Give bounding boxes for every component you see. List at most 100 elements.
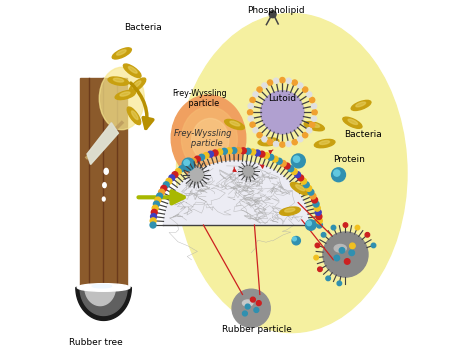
Circle shape — [267, 80, 272, 85]
Circle shape — [317, 222, 322, 228]
Circle shape — [155, 197, 161, 203]
Ellipse shape — [356, 102, 366, 107]
Circle shape — [179, 166, 185, 172]
Ellipse shape — [242, 300, 253, 306]
Ellipse shape — [280, 207, 300, 215]
Circle shape — [311, 104, 317, 108]
Ellipse shape — [225, 119, 244, 130]
Circle shape — [334, 255, 340, 261]
Circle shape — [310, 97, 315, 103]
Circle shape — [318, 267, 322, 272]
Ellipse shape — [103, 183, 106, 188]
Circle shape — [333, 170, 340, 176]
Circle shape — [259, 151, 265, 157]
Circle shape — [250, 149, 256, 155]
Circle shape — [280, 161, 286, 167]
Circle shape — [268, 154, 274, 160]
Ellipse shape — [351, 100, 371, 111]
Ellipse shape — [133, 81, 141, 88]
Circle shape — [331, 225, 336, 230]
Circle shape — [161, 186, 166, 191]
Polygon shape — [85, 287, 115, 306]
Circle shape — [291, 169, 297, 175]
Circle shape — [311, 116, 317, 121]
Circle shape — [253, 92, 258, 97]
Circle shape — [217, 149, 223, 155]
Circle shape — [315, 209, 321, 215]
Circle shape — [190, 158, 196, 164]
Circle shape — [242, 311, 247, 316]
Circle shape — [254, 308, 259, 313]
Circle shape — [262, 136, 267, 142]
Circle shape — [343, 223, 348, 227]
Ellipse shape — [102, 197, 105, 201]
Circle shape — [248, 116, 253, 121]
Circle shape — [221, 148, 227, 154]
Ellipse shape — [108, 77, 129, 85]
Circle shape — [349, 250, 355, 255]
Text: Bacteria: Bacteria — [124, 23, 161, 32]
Polygon shape — [163, 161, 309, 225]
Circle shape — [355, 225, 360, 230]
FancyBboxPatch shape — [80, 78, 127, 286]
Ellipse shape — [176, 14, 407, 332]
Ellipse shape — [104, 168, 108, 174]
Circle shape — [306, 186, 311, 191]
Circle shape — [286, 141, 291, 147]
Circle shape — [321, 232, 326, 237]
Text: Lutoid: Lutoid — [268, 94, 296, 103]
Polygon shape — [87, 123, 118, 164]
Ellipse shape — [123, 64, 141, 77]
Circle shape — [315, 243, 320, 248]
Circle shape — [231, 148, 237, 154]
Circle shape — [257, 301, 261, 306]
Circle shape — [226, 148, 232, 154]
Ellipse shape — [343, 117, 362, 128]
Circle shape — [151, 209, 157, 215]
Ellipse shape — [112, 48, 131, 59]
Ellipse shape — [113, 78, 124, 82]
Ellipse shape — [120, 92, 130, 96]
Ellipse shape — [263, 139, 273, 142]
Circle shape — [159, 189, 165, 195]
Circle shape — [172, 172, 178, 177]
Ellipse shape — [127, 107, 141, 125]
Polygon shape — [87, 123, 118, 164]
Circle shape — [314, 205, 320, 211]
Ellipse shape — [117, 50, 126, 55]
Circle shape — [269, 11, 276, 18]
Circle shape — [339, 247, 345, 253]
Circle shape — [307, 92, 312, 97]
Ellipse shape — [319, 141, 330, 145]
Circle shape — [307, 128, 312, 133]
Circle shape — [184, 160, 189, 166]
Circle shape — [262, 83, 267, 88]
Circle shape — [257, 87, 262, 92]
Circle shape — [182, 163, 189, 169]
Circle shape — [312, 110, 317, 115]
Ellipse shape — [182, 107, 237, 172]
Polygon shape — [80, 287, 127, 315]
Ellipse shape — [258, 138, 279, 146]
Circle shape — [195, 156, 200, 162]
Circle shape — [332, 168, 346, 182]
Text: Frey-Wyssling
   particle: Frey-Wyssling particle — [173, 89, 227, 108]
Circle shape — [310, 122, 315, 127]
Ellipse shape — [334, 244, 346, 252]
Ellipse shape — [285, 208, 295, 212]
Circle shape — [308, 189, 314, 195]
Circle shape — [303, 133, 308, 138]
Circle shape — [365, 232, 370, 237]
Circle shape — [272, 156, 278, 162]
Circle shape — [261, 91, 304, 134]
Circle shape — [267, 140, 272, 145]
Ellipse shape — [348, 119, 357, 125]
Text: Rubber tree: Rubber tree — [69, 338, 123, 348]
Circle shape — [326, 276, 330, 281]
Circle shape — [245, 148, 251, 154]
Circle shape — [199, 154, 204, 160]
Circle shape — [298, 136, 303, 142]
Text: Bacteria: Bacteria — [344, 131, 382, 139]
Ellipse shape — [115, 90, 136, 100]
Ellipse shape — [129, 66, 137, 73]
